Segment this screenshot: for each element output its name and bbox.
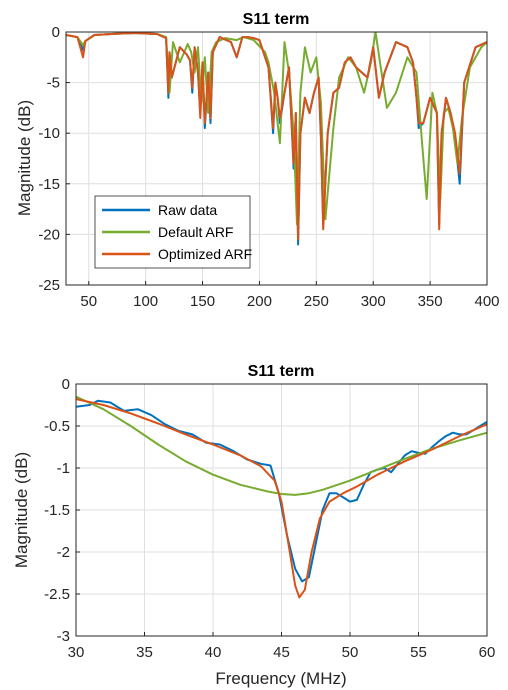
top-ticks: 50 100 150 200 250 300 350 400 0 -5 -10 -15 -20 -25 [38, 24, 499, 310]
bottom-lines [76, 395, 487, 599]
top-x-tick-label: 350 [418, 293, 443, 310]
top-x-tick-label: 100 [133, 293, 158, 310]
top-y-tick-label: -10 [38, 125, 60, 142]
bottom-x-tick-label: 55 [410, 644, 427, 661]
top-axes: 50 100 150 200 250 300 350 400 0 -5 -10 -15 -20 -25 S… [15, 11, 500, 310]
top-x-tick-label: 200 [247, 293, 272, 310]
bottom-x-tick-label: 30 [68, 644, 85, 661]
bottom-ylabel: Magnitude (dB) [12, 452, 31, 568]
bottom-x-tick-label: 60 [479, 644, 496, 661]
top-x-tick-label: 400 [474, 293, 499, 310]
legend-label-optimized: Optimized ARF [158, 246, 252, 262]
top-ylabel: Magnitude (dB) [15, 100, 34, 216]
legend-label-raw: Raw data [158, 202, 217, 218]
legend-item-optimized: Optimized ARF [102, 246, 252, 262]
bottom-x-tick-label: 45 [273, 644, 290, 661]
bottom-x-tick-label: 40 [205, 644, 222, 661]
top-series-line-default-arf [66, 32, 487, 226]
top-y-tick-label: -5 [47, 75, 60, 92]
top-series-line-optimized-arf [66, 32, 487, 241]
legend-item-default: Default ARF [102, 224, 233, 240]
bottom-y-tick-label: -2.5 [44, 586, 70, 603]
bottom-ticks: 30 35 40 45 50 55 60 0 -0.5 -1 -1.5 -2 -2.5 -3 [44, 376, 495, 661]
bottom-y-tick-label: -1.5 [44, 502, 70, 519]
top-lines [66, 32, 487, 246]
top-y-tick-label: -15 [38, 176, 60, 193]
bottom-x-tick-label: 50 [342, 644, 359, 661]
top-y-tick-label: -25 [38, 277, 60, 294]
top-x-tick-label: 250 [304, 293, 329, 310]
bottom-title: S11 term [248, 363, 315, 380]
bottom-series-line-optimized-arf [76, 398, 487, 599]
bottom-y-tick-label: -3 [57, 628, 70, 645]
bottom-series-line-raw-data [76, 399, 487, 583]
bottom-y-tick-label: -0.5 [44, 418, 70, 435]
bottom-y-tick-label: -2 [57, 544, 70, 561]
top-title: S11 term [243, 11, 310, 28]
bottom-y-tick-label: -1 [57, 460, 70, 477]
bottom-axes: 30 35 40 45 50 55 60 0 -0.5 -1 -1.5 -2 -2.5 -3 S11 te… [12, 363, 495, 688]
top-axes-box [65, 31, 488, 286]
bottom-xlabel: Frequency (MHz) [215, 669, 346, 688]
legend-label-default: Default ARF [158, 224, 233, 240]
top-x-tick-label: 150 [190, 293, 215, 310]
top-x-tick-label: 300 [361, 293, 386, 310]
legend: Raw data Default ARF Optimized ARF [94, 195, 252, 269]
top-y-tick-label: -20 [38, 226, 60, 243]
bottom-y-tick-label: 0 [62, 376, 70, 393]
top-y-tick-label: 0 [52, 24, 60, 41]
bottom-x-tick-label: 35 [136, 644, 153, 661]
bottom-series-line-default-arf [76, 395, 487, 496]
legend-item-raw: Raw data [102, 202, 217, 218]
top-x-tick-label: 50 [80, 293, 97, 310]
